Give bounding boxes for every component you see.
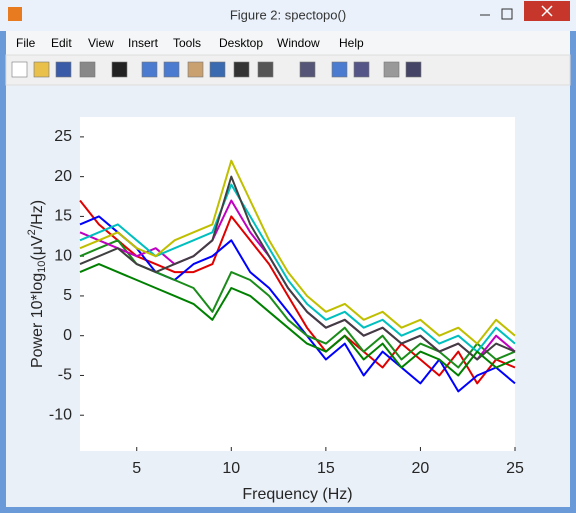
x-tick-label: 20 — [412, 460, 430, 477]
toolbar-button[interactable] — [299, 61, 316, 78]
toolbar-button[interactable] — [187, 61, 204, 78]
toolbar-button[interactable] — [257, 61, 274, 78]
x-tick-label: 10 — [222, 460, 240, 477]
y-tick-label: 10 — [54, 247, 72, 264]
series-line — [79, 159, 516, 345]
toolbar-button[interactable] — [11, 61, 28, 78]
y-axis-label-part: /Hz) — [29, 200, 46, 229]
menu-item[interactable]: Help — [339, 36, 364, 50]
x-tick-label: 25 — [506, 460, 524, 477]
toolbar-button[interactable] — [209, 61, 226, 78]
window-title: Figure 2: spectopo() — [230, 7, 346, 22]
menu-item[interactable]: Window — [277, 36, 320, 50]
toolbar-button[interactable] — [55, 61, 72, 78]
app-icon — [8, 7, 22, 21]
toolbar-button[interactable] — [233, 61, 250, 78]
y-tick-label: 20 — [54, 168, 72, 185]
menu-item[interactable]: File — [16, 36, 36, 50]
y-tick-label: 5 — [63, 287, 72, 304]
toolbar-button[interactable] — [331, 61, 348, 78]
y-axis-label-part: Power 10*log — [29, 273, 46, 368]
series-line — [79, 215, 516, 393]
y-tick-label: -5 — [58, 367, 72, 384]
menu-item[interactable]: Edit — [51, 36, 72, 50]
menu-item[interactable]: View — [88, 36, 114, 50]
series-line — [79, 183, 516, 353]
y-tick-label: 0 — [63, 327, 72, 344]
toolbar — [5, 54, 571, 86]
toolbar-button[interactable] — [353, 61, 370, 78]
menu-item[interactable]: Desktop — [219, 36, 263, 50]
y-tick-label: 25 — [54, 128, 72, 145]
toolbar-button[interactable] — [141, 61, 158, 78]
y-axis-label: Power 10*log10(μV2/Hz) — [26, 200, 48, 368]
y-axis-label-part: (μV — [29, 235, 46, 261]
maximize-button[interactable] — [501, 8, 513, 20]
series-line — [79, 175, 516, 361]
menu-item[interactable]: Tools — [173, 36, 201, 50]
toolbar-button[interactable] — [383, 61, 400, 78]
y-tick-label: 15 — [54, 208, 72, 225]
toolbar-button[interactable] — [163, 61, 180, 78]
toolbar-button[interactable] — [405, 61, 422, 78]
toolbar-button[interactable] — [79, 61, 96, 78]
y-axis-label-part: 10 — [36, 261, 48, 273]
toolbar-button[interactable] — [111, 61, 128, 78]
x-tick-label: 15 — [317, 460, 335, 477]
y-axis-label-part: 2 — [26, 229, 38, 235]
close-icon — [541, 5, 553, 17]
x-tick-label: 5 — [132, 460, 141, 477]
menu-item[interactable]: Insert — [128, 36, 159, 50]
y-tick-label: -10 — [49, 406, 72, 423]
toolbar-icons — [11, 61, 422, 78]
x-axis-label: Frequency (Hz) — [242, 486, 352, 503]
series-line — [79, 199, 516, 385]
toolbar-button[interactable] — [33, 61, 50, 78]
series-line — [79, 263, 516, 377]
menu-bar — [6, 31, 570, 55]
